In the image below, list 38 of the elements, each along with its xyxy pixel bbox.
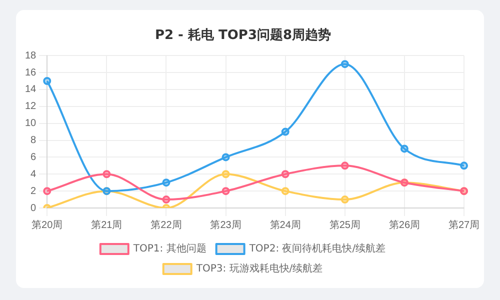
y-tick-label: 12 [25,101,37,112]
y-tick-label: 14 [25,84,37,96]
point [102,170,111,178]
chart-title: P2 - 耗电 TOP3问题8周趋势 [154,27,332,44]
point [460,162,468,170]
x-tick-label: 第21周 [91,218,122,231]
legend-label: TOP3: 玩游戏耗电快/续航差 [195,262,323,275]
x-tick-label: 第27周 [448,218,480,231]
y-tick-label: 0 [30,202,37,214]
y-tick-label: 16 [25,67,37,78]
point [222,187,230,196]
y-tick-label: 10 [25,118,37,130]
point [43,77,52,85]
point [340,196,349,204]
y-tick-label: 18 [25,50,37,62]
legend-label: TOP1: 其他问题 [132,242,206,255]
legend-label: TOP2: 夜间待机耗电快/续航差 [248,242,386,255]
x-tick-label: 第23周 [210,218,242,231]
point [281,170,290,178]
point [162,178,170,187]
x-tick-label: 第25周 [329,218,360,231]
x-tick-label: 第22周 [150,218,182,231]
point [162,196,170,204]
x-tick-label: 第26周 [388,218,420,231]
point [400,144,408,153]
point [340,162,349,170]
x-tick-label: 第24周 [270,218,301,231]
point [340,60,349,68]
y-tick-label: 2 [30,186,37,197]
point [43,187,52,196]
y-tick-label: 8 [30,135,37,146]
point [281,187,290,196]
point [222,153,230,162]
y-tick-label: 4 [30,168,37,180]
y-tick-label: 6 [30,152,37,163]
point [281,128,290,136]
x-tick-label: 第20周 [32,218,63,231]
point [222,170,230,178]
